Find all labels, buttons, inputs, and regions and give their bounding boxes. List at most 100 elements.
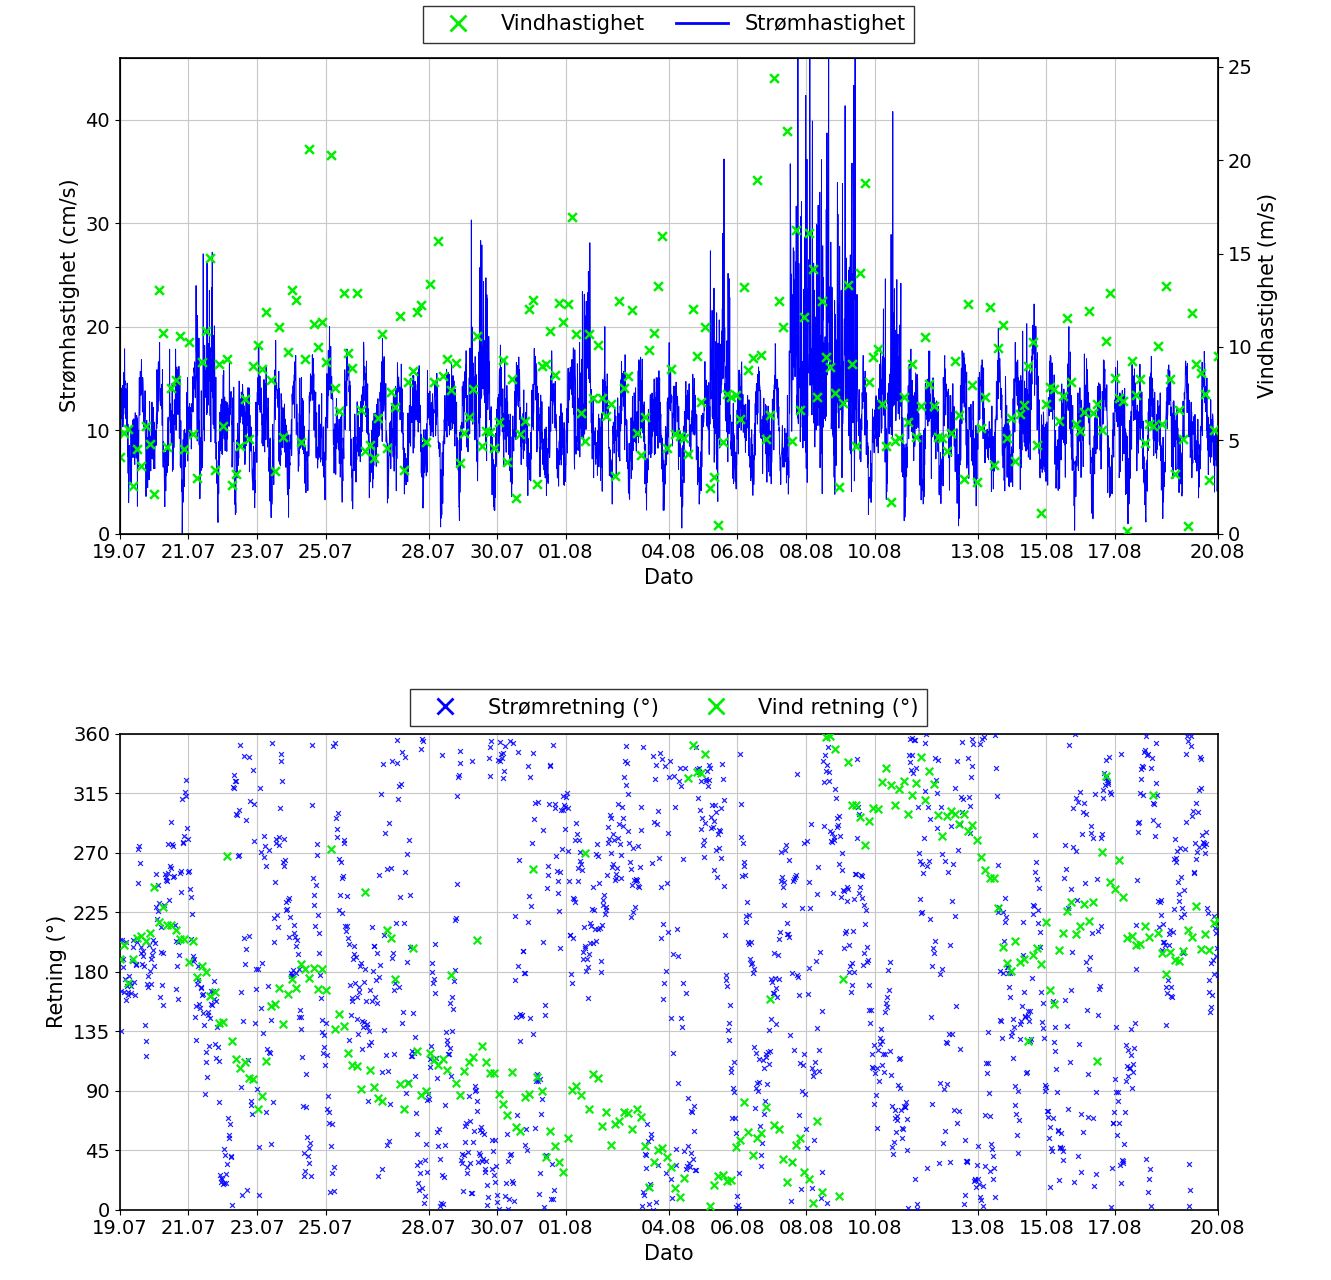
Point [827, 817, 848, 837]
Point [981, 1134, 1002, 1155]
Point [692, 835, 713, 855]
Point [805, 951, 827, 972]
Point [1147, 923, 1169, 943]
Point [988, 902, 1009, 923]
Point [733, 1092, 755, 1112]
Point [1110, 1172, 1131, 1193]
Point [703, 817, 724, 837]
Point [140, 961, 161, 982]
Point [807, 387, 828, 407]
Point [334, 915, 355, 936]
Point [1028, 913, 1049, 933]
Point [469, 1143, 490, 1164]
Point [1004, 1075, 1025, 1096]
Point [121, 983, 142, 1004]
Point [502, 732, 523, 753]
Point [478, 749, 499, 769]
Point [1166, 841, 1187, 861]
Point [327, 849, 349, 869]
Point [164, 867, 185, 887]
Point [741, 952, 763, 973]
Point [1127, 822, 1149, 842]
Point [367, 1166, 389, 1187]
Point [632, 1181, 654, 1202]
Point [221, 1146, 242, 1166]
Point [1106, 1082, 1127, 1102]
Point [406, 1041, 427, 1061]
Point [922, 396, 944, 416]
Point [1133, 785, 1154, 805]
Point [209, 1165, 230, 1185]
Point [249, 1137, 270, 1157]
Point [180, 879, 201, 900]
Point [905, 758, 926, 778]
Point [1207, 965, 1229, 986]
Point [1089, 975, 1110, 996]
Point [757, 1042, 779, 1062]
Point [363, 936, 385, 956]
Point [796, 1138, 817, 1158]
Point [1165, 950, 1186, 970]
Point [389, 306, 410, 326]
Point [465, 1080, 486, 1101]
Point [389, 776, 410, 796]
Point [1079, 946, 1101, 966]
Point [1077, 1107, 1098, 1128]
Point [663, 943, 684, 964]
Point [290, 431, 311, 452]
Point [1197, 904, 1218, 924]
Point [515, 964, 536, 984]
Point [897, 1139, 918, 1160]
Point [383, 980, 405, 1001]
Point [1029, 877, 1050, 897]
Point [785, 219, 807, 239]
Point [1126, 870, 1147, 891]
Point [725, 384, 747, 404]
Point [269, 978, 290, 998]
Point [170, 882, 192, 902]
Point [185, 996, 206, 1016]
Point [346, 1055, 367, 1075]
Point [785, 965, 807, 986]
Point [977, 1021, 998, 1042]
Point [377, 438, 398, 458]
Point [1082, 1108, 1103, 1129]
Point [401, 1046, 422, 1066]
Point [113, 957, 134, 978]
Point [399, 884, 421, 905]
Point [1061, 891, 1082, 911]
Point [335, 886, 357, 906]
Point [134, 1046, 156, 1066]
Point [902, 763, 924, 783]
Point [703, 1175, 724, 1196]
Point [989, 896, 1010, 916]
Point [1018, 1010, 1040, 1030]
Point [844, 888, 865, 909]
Point [1187, 803, 1209, 823]
Point [190, 977, 212, 997]
Point [1161, 986, 1182, 1006]
Point [620, 906, 642, 927]
Point [342, 358, 363, 379]
Point [463, 1132, 484, 1152]
Point [793, 307, 815, 328]
Point [916, 856, 937, 877]
Point [407, 1155, 429, 1175]
Point [294, 1161, 315, 1181]
Point [981, 1138, 1002, 1158]
Point [532, 819, 554, 840]
Point [737, 905, 759, 925]
Point [264, 461, 285, 481]
Point [845, 864, 866, 884]
Point [264, 908, 285, 928]
Point [1179, 1180, 1201, 1201]
Point [1157, 983, 1178, 1004]
Point [564, 829, 586, 850]
Point [1026, 435, 1047, 456]
Point [1158, 924, 1179, 945]
Point [811, 1181, 832, 1202]
Point [419, 274, 441, 294]
Point [1009, 1110, 1030, 1130]
Point [1147, 815, 1169, 836]
Point [747, 1082, 768, 1102]
